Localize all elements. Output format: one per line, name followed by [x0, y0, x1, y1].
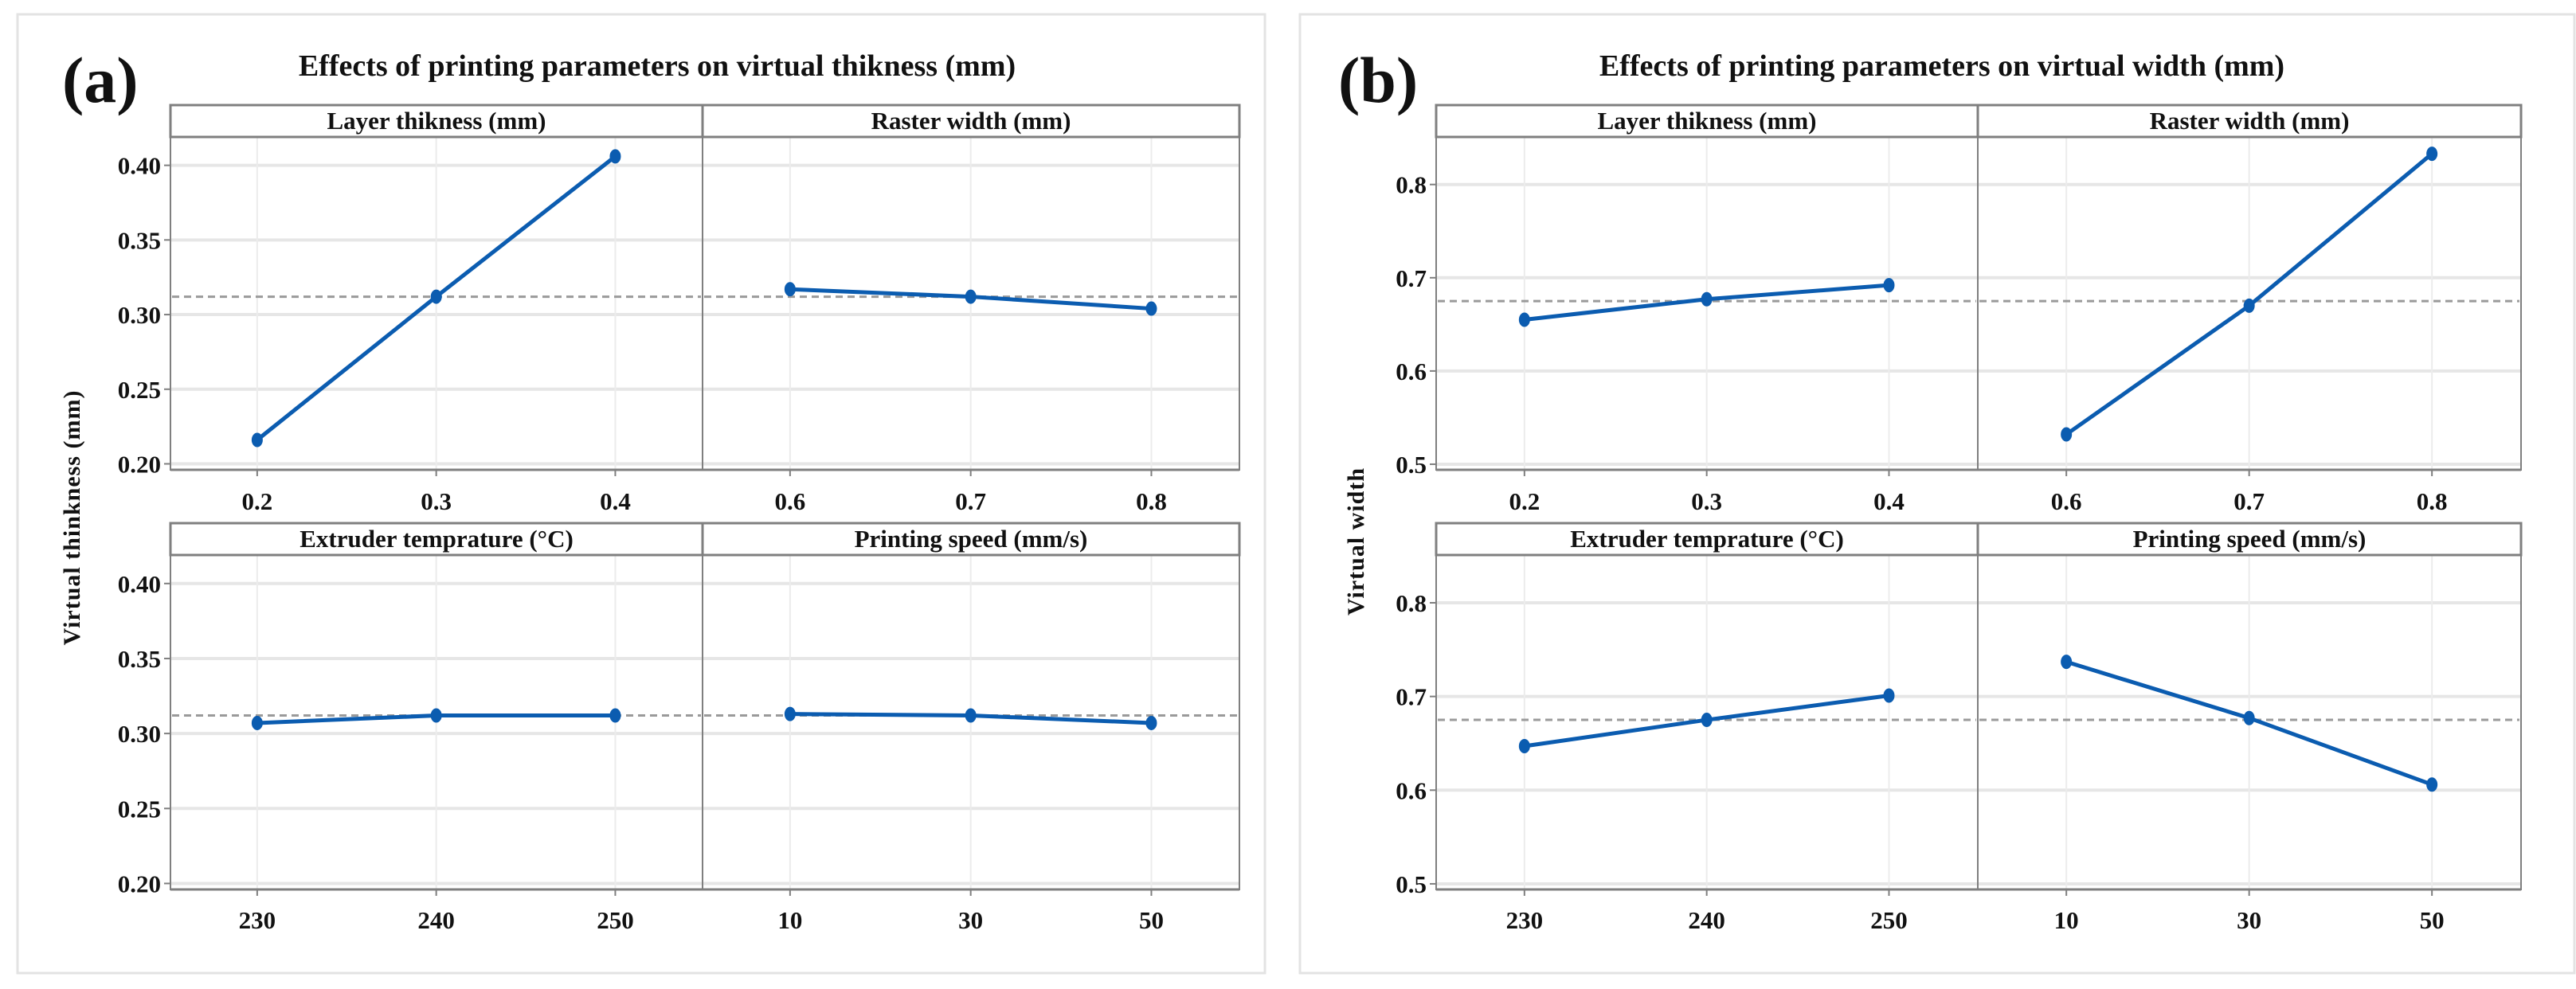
x-tick-label: 0.6 [2051, 487, 2082, 515]
facet-title: Extruder temprature (°C) [1570, 525, 1844, 553]
data-point [2061, 655, 2073, 670]
x-tick-label: 0.2 [242, 487, 273, 515]
x-tick-label: 10 [2054, 906, 2079, 934]
facet-title: Extruder temprature (°C) [299, 525, 574, 553]
facet-title: Printing speed (mm/s) [2133, 525, 2367, 553]
data-point [2243, 710, 2255, 725]
facet-title: Layer thikness (mm) [327, 107, 546, 135]
panel-label: (b) [1338, 44, 1418, 116]
x-tick-label: 0.8 [2417, 487, 2448, 515]
y-tick-label: 0.30 [118, 720, 161, 748]
data-point [251, 715, 263, 730]
panel-label: (a) [62, 44, 139, 116]
data-point [965, 289, 977, 304]
x-tick-label: 0.8 [1136, 487, 1167, 515]
x-tick-label: 240 [1688, 906, 1725, 934]
data-point [1701, 713, 1713, 728]
y-tick-label: 0.25 [118, 376, 161, 404]
x-tick-label: 30 [958, 906, 983, 934]
data-point [609, 149, 621, 164]
data-point [1883, 688, 1895, 703]
chart-title: Effects of printing parameters on virtua… [1599, 49, 2284, 83]
facet-header [1976, 104, 2523, 139]
facet-title: Layer thikness (mm) [1598, 107, 1817, 135]
x-tick-label: 50 [1139, 906, 1164, 934]
y-tick-label: 0.20 [118, 451, 161, 479]
facet-title: Printing speed (mm/s) [855, 525, 1088, 553]
x-tick-label: 240 [417, 906, 455, 934]
x-tick-label: 0.4 [600, 487, 631, 515]
data-point [430, 289, 442, 304]
data-point [2061, 427, 2073, 442]
y-tick-label: 0.40 [118, 570, 161, 598]
data-point [609, 708, 621, 723]
x-tick-label: 30 [2237, 906, 2261, 934]
figure-a-border [16, 13, 1266, 975]
y-tick-label: 0.7 [1396, 683, 1427, 711]
y-tick-label: 0.6 [1396, 358, 1427, 385]
data-point [784, 282, 796, 297]
y-tick-label: 0.20 [118, 870, 161, 897]
x-tick-label: 250 [597, 906, 634, 934]
x-tick-label: 0.3 [1691, 487, 1722, 515]
x-tick-label: 250 [1870, 906, 1908, 934]
x-tick-label: 10 [777, 906, 802, 934]
y-tick-label: 0.6 [1396, 776, 1427, 804]
x-tick-label: 50 [2420, 906, 2445, 934]
facet-title: Raster width (mm) [2150, 107, 2350, 135]
y-tick-label: 0.25 [118, 795, 161, 823]
y-axis-label: Virtual width [1343, 467, 1369, 616]
x-tick-label: 0.3 [421, 487, 452, 515]
chart-title: Effects of printing parameters on virtua… [299, 49, 1016, 83]
chart-b: (b) Effects of printing parameters on vir… [1338, 44, 2523, 934]
facet-title: Raster width (mm) [871, 107, 1071, 135]
data-point [1701, 291, 1713, 307]
x-tick-label: 0.4 [1873, 487, 1905, 515]
facet-header [1976, 522, 2523, 557]
y-tick-label: 0.8 [1396, 589, 1427, 617]
data-point [1518, 312, 1530, 327]
y-tick-label: 0.5 [1396, 870, 1427, 898]
x-tick-label: 0.2 [1509, 487, 1540, 515]
y-tick-label: 0.8 [1396, 171, 1427, 199]
x-tick-label: 230 [239, 906, 276, 934]
chart-a: (a) Effects of printing parameters on vir… [59, 44, 1241, 934]
data-point [430, 708, 442, 723]
data-point [2243, 298, 2255, 313]
facet-header [701, 522, 1241, 557]
data-point [2426, 147, 2438, 162]
x-tick-label: 230 [1506, 906, 1544, 934]
figure-b-border [1298, 13, 2576, 975]
x-tick-label: 0.7 [955, 487, 986, 515]
data-point [1883, 278, 1895, 293]
y-tick-label: 0.7 [1396, 264, 1427, 292]
data-point [784, 706, 796, 721]
y-tick-label: 0.35 [118, 645, 161, 673]
y-axis-label: Virtual thinkness (mm) [59, 390, 85, 646]
x-tick-label: 0.6 [774, 487, 805, 515]
data-point [1518, 739, 1530, 753]
data-point [965, 708, 977, 723]
y-tick-label: 0.30 [118, 301, 161, 329]
y-tick-label: 0.5 [1396, 451, 1427, 479]
y-tick-label: 0.40 [118, 152, 161, 180]
x-tick-label: 0.7 [2233, 487, 2265, 515]
y-tick-label: 0.35 [118, 226, 161, 254]
data-point [1145, 715, 1157, 730]
data-point [2426, 777, 2438, 792]
data-point [251, 432, 263, 448]
data-point [1145, 301, 1157, 316]
